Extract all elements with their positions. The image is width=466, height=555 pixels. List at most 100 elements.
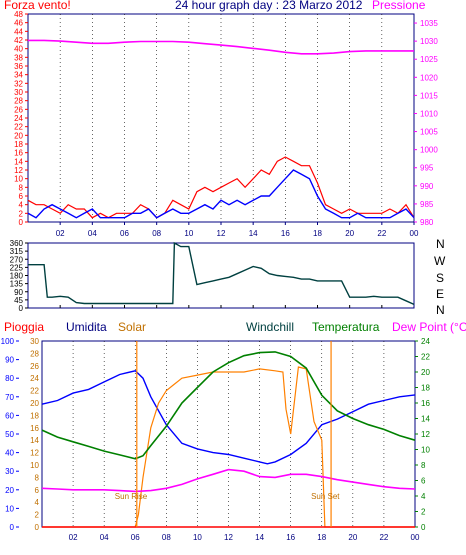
pressure-y-tick-label: 1035 [420,19,438,28]
humidity-y-tick-label: 10 [5,504,14,513]
temperature-y-tick-label: 4 [421,492,426,501]
legend-pioggia: Pioggia [4,320,44,334]
humidity-y-tick-label: 100 [1,337,15,346]
wind-y-tick-label: 6 [19,192,24,201]
pressure-y-tick-label: 1010 [420,109,438,118]
panel1-x-tick-label: 14 [249,229,258,238]
temperature-y-tick-label: 24 [421,337,430,346]
solar-line [42,366,415,528]
humidity-y-tick-label: 30 [5,467,14,476]
wind-y-tick-label: 32 [14,79,23,88]
wind-axis-title: Forza vento! [4,0,71,12]
solar-y-tick-label: 8 [35,473,40,482]
temperature-y-tick-label: 2 [421,508,426,517]
compass-s: S [436,271,444,285]
pressure-y-tick-label: 980 [420,218,434,227]
pressure-y-tick-label: 990 [420,182,434,191]
panel3-x-tick-label: 16 [286,533,295,542]
humidity-y-tick-label: 0 [10,523,15,532]
panel1-x-tick-label: 10 [184,229,193,238]
wind-y-tick-label: 8 [19,183,24,192]
chart-title: 24 hour graph day : 23 Marzo 2012 [175,0,363,12]
direction-y-tick-label: 225 [10,263,24,272]
wind-y-tick-label: 48 [14,10,23,19]
direction-y-tick-label: 360 [10,239,24,248]
wind-y-tick-label: 36 [14,62,23,71]
wind-y-tick-label: 26 [14,105,23,114]
panel1-x-tick-label: 22 [377,229,386,238]
humidity-y-tick-label: 60 [5,411,14,420]
humidity-y-tick-label: 90 [5,356,14,365]
pressure-y-tick-label: 985 [420,200,434,209]
dewpoint-line [41,468,416,493]
temperature-y-tick-label: 8 [421,461,426,470]
direction-y-tick-label: 90 [14,288,23,297]
solar-y-tick-label: 4 [35,498,40,507]
wind-y-tick-label: 38 [14,53,23,62]
solar-y-tick-label: 18 [30,411,39,420]
solar-y-tick-label: 14 [30,436,39,445]
wind-avg-line [27,169,415,219]
wind-y-tick-label: 28 [14,97,23,106]
legend-windchill: Windchill [246,320,294,334]
panel3-x-tick-label: 04 [100,533,109,542]
panel3-x-tick-label: 22 [379,533,388,542]
wind-y-tick-label: 42 [14,36,23,45]
temperature-y-tick-label: 22 [421,353,430,362]
panel3-x-tick-label: 14 [255,533,264,542]
humidity-y-tick-label: 40 [5,449,14,458]
solar-y-tick-label: 6 [35,486,40,495]
wind-y-tick-label: 22 [14,123,23,132]
direction-y-tick-label: 135 [10,280,24,289]
legend-solar: Solar [118,320,146,334]
panel1-x-tick-label: 08 [152,229,161,238]
panel1-x-tick-label: 16 [281,229,290,238]
wind-y-tick-label: 24 [14,114,23,123]
wind-y-tick-label: 18 [14,140,23,149]
solar-y-tick-label: 28 [30,349,39,358]
panel2-frame [27,242,415,309]
pressure-y-tick-label: 1005 [420,128,438,137]
wind-y-tick-label: 34 [14,71,23,80]
temperature-y-tick-label: 10 [421,446,430,455]
compass-w: W [434,254,446,268]
temperature-y-tick-label: 14 [421,415,430,424]
pressure-y-tick-label: 1020 [420,73,438,82]
direction-y-tick-label: 180 [10,272,24,281]
solar-y-tick-label: 0 [35,523,40,532]
temperature-line [41,351,416,460]
sunset-label: Sun Set [311,492,340,501]
temperature-y-tick-label: 20 [421,368,430,377]
wind-y-tick-label: 12 [14,166,23,175]
panel3-x-tick-label: 10 [193,533,202,542]
pressure-y-tick-label: 1015 [420,91,438,100]
wind-y-tick-label: 2 [19,209,24,218]
solar-y-tick-label: 2 [35,511,40,520]
panel3-x-tick-label: 12 [224,533,233,542]
wind-y-tick-label: 40 [14,45,23,54]
compass-n: N [436,237,445,251]
wind-y-tick-label: 44 [14,27,23,36]
wind-y-tick-label: 30 [14,88,23,97]
humidity-y-tick-label: 70 [5,393,14,402]
pressure-y-tick-label: 995 [420,164,434,173]
wind-y-tick-label: 20 [14,131,23,140]
solar-y-tick-label: 20 [30,399,39,408]
wind-y-tick-label: 0 [19,218,24,227]
wind-line [27,156,415,219]
temperature-humidity-panel: 0102030405060708090100024681012141618202… [1,337,431,542]
panel3-x-tick-label: 18 [317,533,326,542]
temperature-y-tick-label: 0 [421,523,426,532]
humidity-y-tick-label: 80 [5,374,14,383]
temperature-y-tick-label: 12 [421,430,430,439]
temperature-y-tick-label: 16 [421,399,430,408]
panel1-x-tick-label: 18 [313,229,322,238]
panel3-x-tick-label: 06 [131,533,140,542]
humidity-y-tick-label: 50 [5,430,14,439]
direction-y-tick-label: 0 [19,304,24,313]
wind-y-tick-label: 14 [14,157,23,166]
legend-dewpoint: Dew Point (°C) [392,320,466,334]
solar-y-tick-label: 22 [30,387,39,396]
